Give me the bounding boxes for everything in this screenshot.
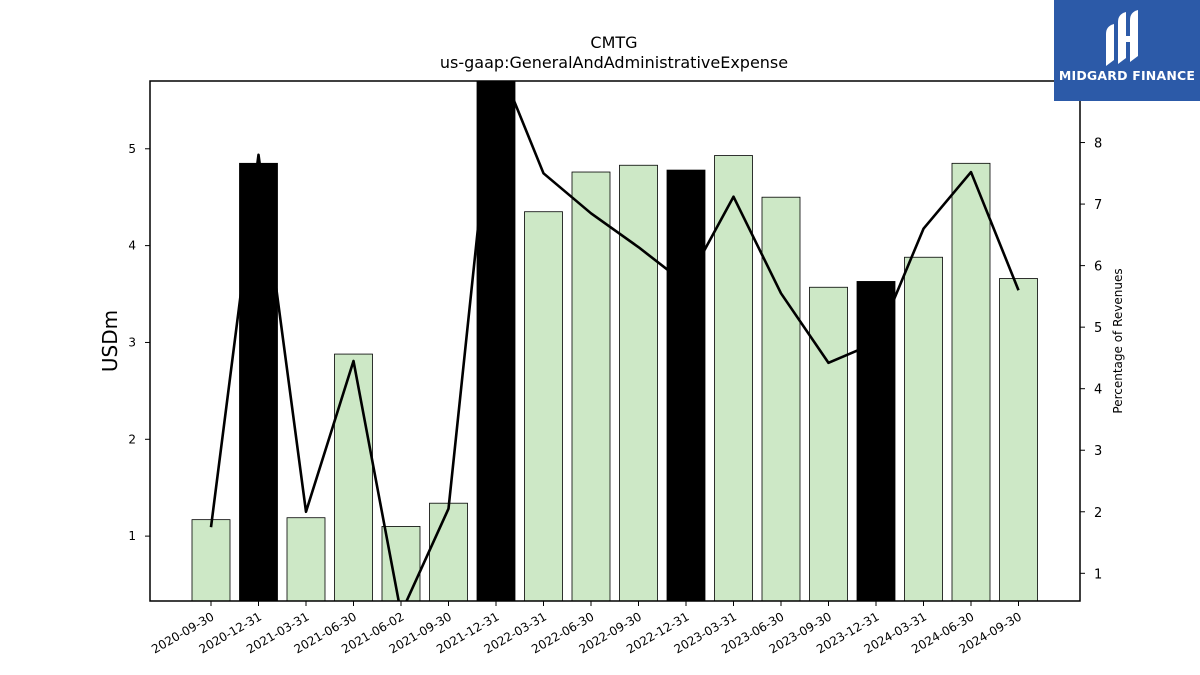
bar-2024-06-30 — [951, 162, 991, 601]
y2-tick-label-3: 3 — [1094, 444, 1102, 459]
y-tick-label-1: 1 — [128, 529, 136, 543]
bar-2023-06-30 — [761, 196, 801, 601]
chart-title: CMTG — [590, 33, 637, 52]
percentage-line — [209, 81, 1020, 601]
bar-2022-06-30 — [571, 171, 611, 601]
logo-mark-icon — [1106, 10, 1138, 66]
y-axis-label: USDm — [98, 310, 122, 372]
bars-layer — [191, 81, 1038, 601]
y-tick-label-4: 4 — [128, 239, 136, 253]
y2-tick-label-5: 5 — [1094, 321, 1102, 336]
bar-2022-03-31 — [524, 211, 563, 601]
bar-2022-12-31 — [666, 169, 706, 601]
bar-2021-03-31 — [286, 517, 326, 601]
y-tick-label-5: 5 — [128, 142, 136, 156]
bar-2023-03-31 — [714, 155, 753, 601]
bar-2020-12-31 — [239, 162, 278, 601]
y2-tick-label-8: 8 — [1094, 137, 1102, 152]
bar-2021-06-02 — [381, 526, 421, 601]
chart-subtitle: us-gaap:GeneralAndAdministrativeExpense — [440, 53, 788, 72]
y2-tick-label-7: 7 — [1094, 198, 1102, 213]
bar-2023-09-30 — [809, 286, 848, 601]
y-tick-label-3: 3 — [128, 335, 136, 349]
bar-2022-09-30 — [619, 164, 658, 601]
logo-text: MIDGARD FINANCE — [1058, 68, 1196, 83]
bar-2021-12-31 — [476, 81, 516, 601]
midgard-finance-logo: MIDGARD FINANCE — [1054, 0, 1200, 101]
bar-2021-09-30 — [429, 502, 468, 601]
y2-tick-label-4: 4 — [1094, 383, 1102, 398]
y-tick-label-2: 2 — [128, 432, 136, 446]
y2-tick-label-2: 2 — [1094, 506, 1102, 521]
line-layer — [209, 81, 1020, 601]
bar-2020-09-30 — [191, 519, 231, 601]
bar-2023-12-31 — [856, 281, 896, 601]
plot-frame — [149, 80, 1081, 602]
bar-2024-09-30 — [999, 278, 1038, 601]
y2-tick-label-6: 6 — [1094, 260, 1102, 275]
bar-2024-03-31 — [904, 256, 943, 601]
y2-tick-label-1: 1 — [1094, 567, 1102, 582]
y2-axis-label: Percentage of Revenues — [1111, 268, 1125, 413]
bar-2021-06-30 — [334, 353, 373, 601]
